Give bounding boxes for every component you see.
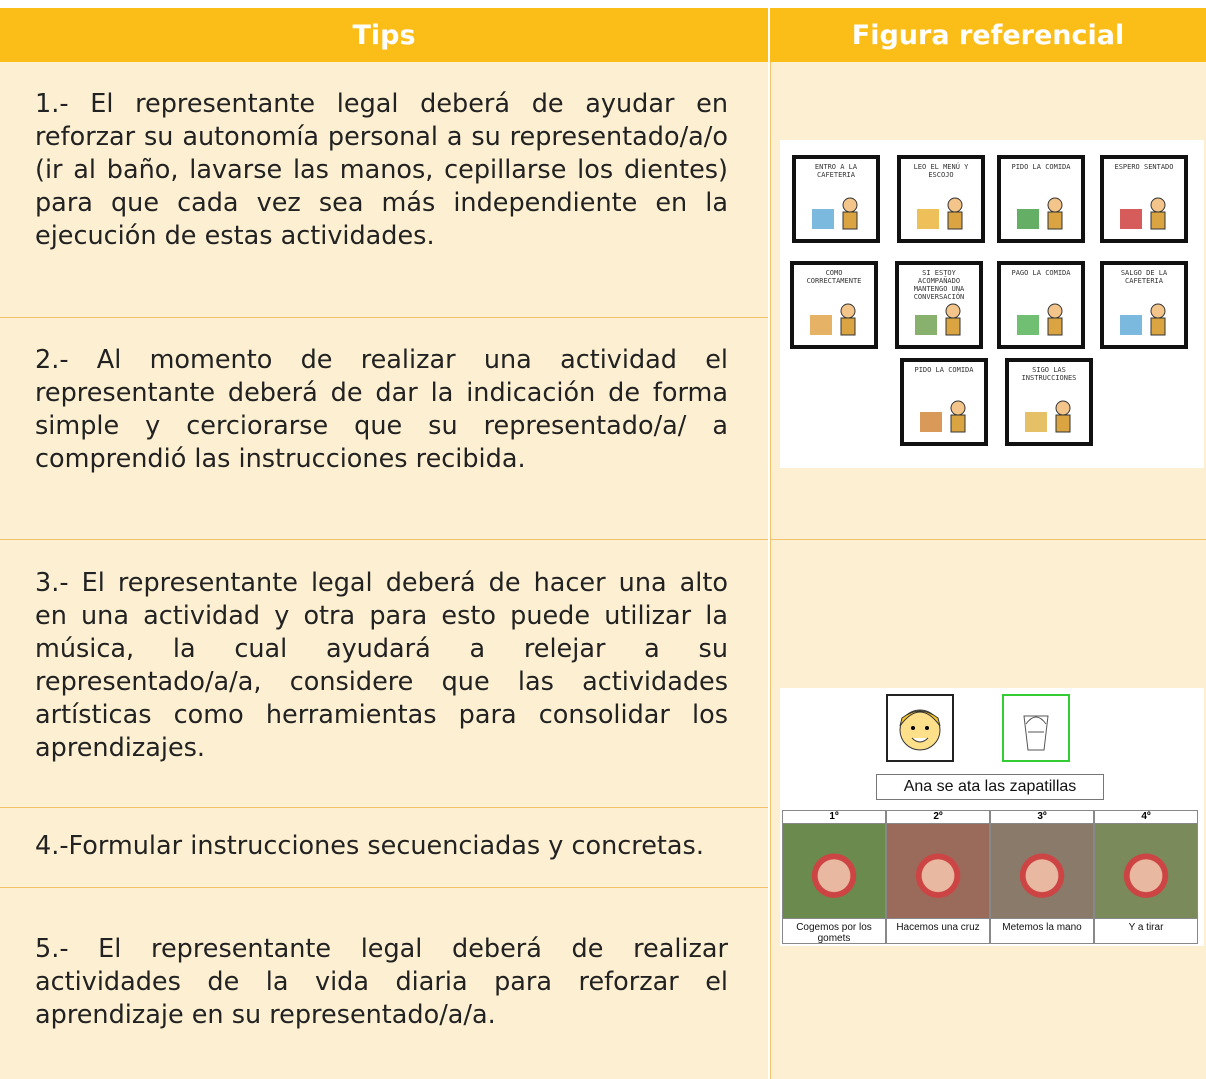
tip-text: 4.-Formular instrucciones secuenciadas y…: [35, 831, 704, 861]
step-number: 1º: [783, 811, 885, 824]
sequence-step: 4º Y a tirar: [1094, 810, 1198, 944]
sequence-figure: Ana se ata las zapatillas 1º Cogemos por …: [780, 688, 1204, 946]
card-picture: [1015, 195, 1071, 231]
step-caption: Hacemos una cruz: [887, 918, 989, 933]
step-photo: [887, 824, 989, 918]
pictogram-card: PAGO LA COMIDA: [997, 261, 1085, 349]
step-caption: Y a tirar: [1095, 918, 1197, 933]
card-label: SALGO DE LA CAFETERIA: [1120, 269, 1168, 285]
card-label: SIGO LAS INSTRUCCIONES: [1021, 366, 1077, 382]
row-cell: [0, 318, 768, 540]
step-number: 3º: [991, 811, 1093, 824]
pictogram-card: PIDO LA COMIDA: [997, 155, 1085, 243]
pictogram-card: ENTRO A LA CAFETERIA: [792, 155, 880, 243]
card-label: PIDO LA COMIDA: [914, 366, 974, 374]
card-drawing: [810, 303, 856, 336]
card-drawing: [812, 197, 858, 230]
row-cell: [0, 540, 768, 808]
card-picture: [1118, 195, 1174, 231]
step-photo: [1095, 824, 1197, 918]
shoe-drawing: [1023, 715, 1049, 751]
card-drawing: [915, 303, 961, 336]
sequence-step: 3º Metemos la mano: [990, 810, 1094, 944]
card-picture: [810, 195, 866, 231]
card-drawing: [1120, 197, 1166, 230]
card-picture: [1015, 301, 1071, 337]
step-photo: [783, 824, 885, 918]
sequence-step: 1º Cogemos por los gomets: [782, 810, 886, 944]
tip-text: 3.- El representante legal deberá de hac…: [35, 568, 728, 763]
shoe-icon: [1002, 694, 1070, 762]
tip-text: 2.- Al momento de realizar una actividad…: [35, 345, 728, 474]
row-cell: [0, 808, 768, 888]
card-label: PIDO LA COMIDA: [1011, 163, 1071, 171]
card-label: COMO CORRECTAMENTE: [806, 269, 862, 285]
card-drawing: [917, 197, 963, 230]
card-label: LEO EL MENÚ Y ESCOJO: [913, 163, 969, 179]
card-drawing: [920, 400, 966, 433]
header-figure: Figura referencial: [770, 8, 1206, 62]
girl-icon: [886, 694, 954, 762]
tip-text: 1.- El representante legal deberá de ayu…: [35, 89, 728, 251]
card-picture: [1023, 398, 1079, 434]
card-drawing: [1017, 197, 1063, 230]
card-label: PAGO LA COMIDA: [1011, 269, 1071, 277]
pictogram-card: PIDO LA COMIDA: [900, 358, 988, 446]
pictogram-figure: ENTRO A LA CAFETERIA LEO EL MENÚ Y ESCOJO…: [780, 140, 1204, 468]
step-photo: [991, 824, 1093, 918]
row-cell: [0, 62, 768, 318]
step-caption: Cogemos por los gomets: [783, 918, 885, 944]
card-label: ENTRO A LA CAFETERIA: [814, 163, 858, 179]
card-picture: [1118, 301, 1174, 337]
card-picture: [915, 195, 971, 231]
card-picture: [918, 398, 974, 434]
pictogram-card: ESPERO SENTADO: [1100, 155, 1188, 243]
tip-text: 5.- El representante legal deberá de rea…: [35, 934, 728, 1030]
card-label: SI ESTOY ACOMPAÑADO MANTENGO UNA CONVERS…: [913, 269, 965, 301]
header-tips: Tips: [0, 8, 768, 62]
step-number: 2º: [887, 811, 989, 824]
card-picture: [913, 301, 969, 337]
card-drawing: [1025, 400, 1071, 433]
sequence-title: Ana se ata las zapatillas: [876, 774, 1104, 800]
card-drawing: [1017, 303, 1063, 336]
card-label: ESPERO SENTADO: [1114, 163, 1174, 171]
step-caption: Metemos la mano: [991, 918, 1093, 933]
pictogram-card: SI ESTOY ACOMPAÑADO MANTENGO UNA CONVERS…: [895, 261, 983, 349]
step-number: 4º: [1095, 811, 1197, 824]
card-drawing: [1120, 303, 1166, 336]
pictogram-card: SALGO DE LA CAFETERIA: [1100, 261, 1188, 349]
pictogram-card: LEO EL MENÚ Y ESCOJO: [897, 155, 985, 243]
pictogram-card: SIGO LAS INSTRUCCIONES: [1005, 358, 1093, 446]
pictogram-card: COMO CORRECTAMENTE: [790, 261, 878, 349]
sequence-step: 2º Hacemos una cruz: [886, 810, 990, 944]
card-picture: [808, 301, 864, 337]
girl-drawing: [899, 709, 941, 751]
row-cell: [0, 888, 768, 1079]
